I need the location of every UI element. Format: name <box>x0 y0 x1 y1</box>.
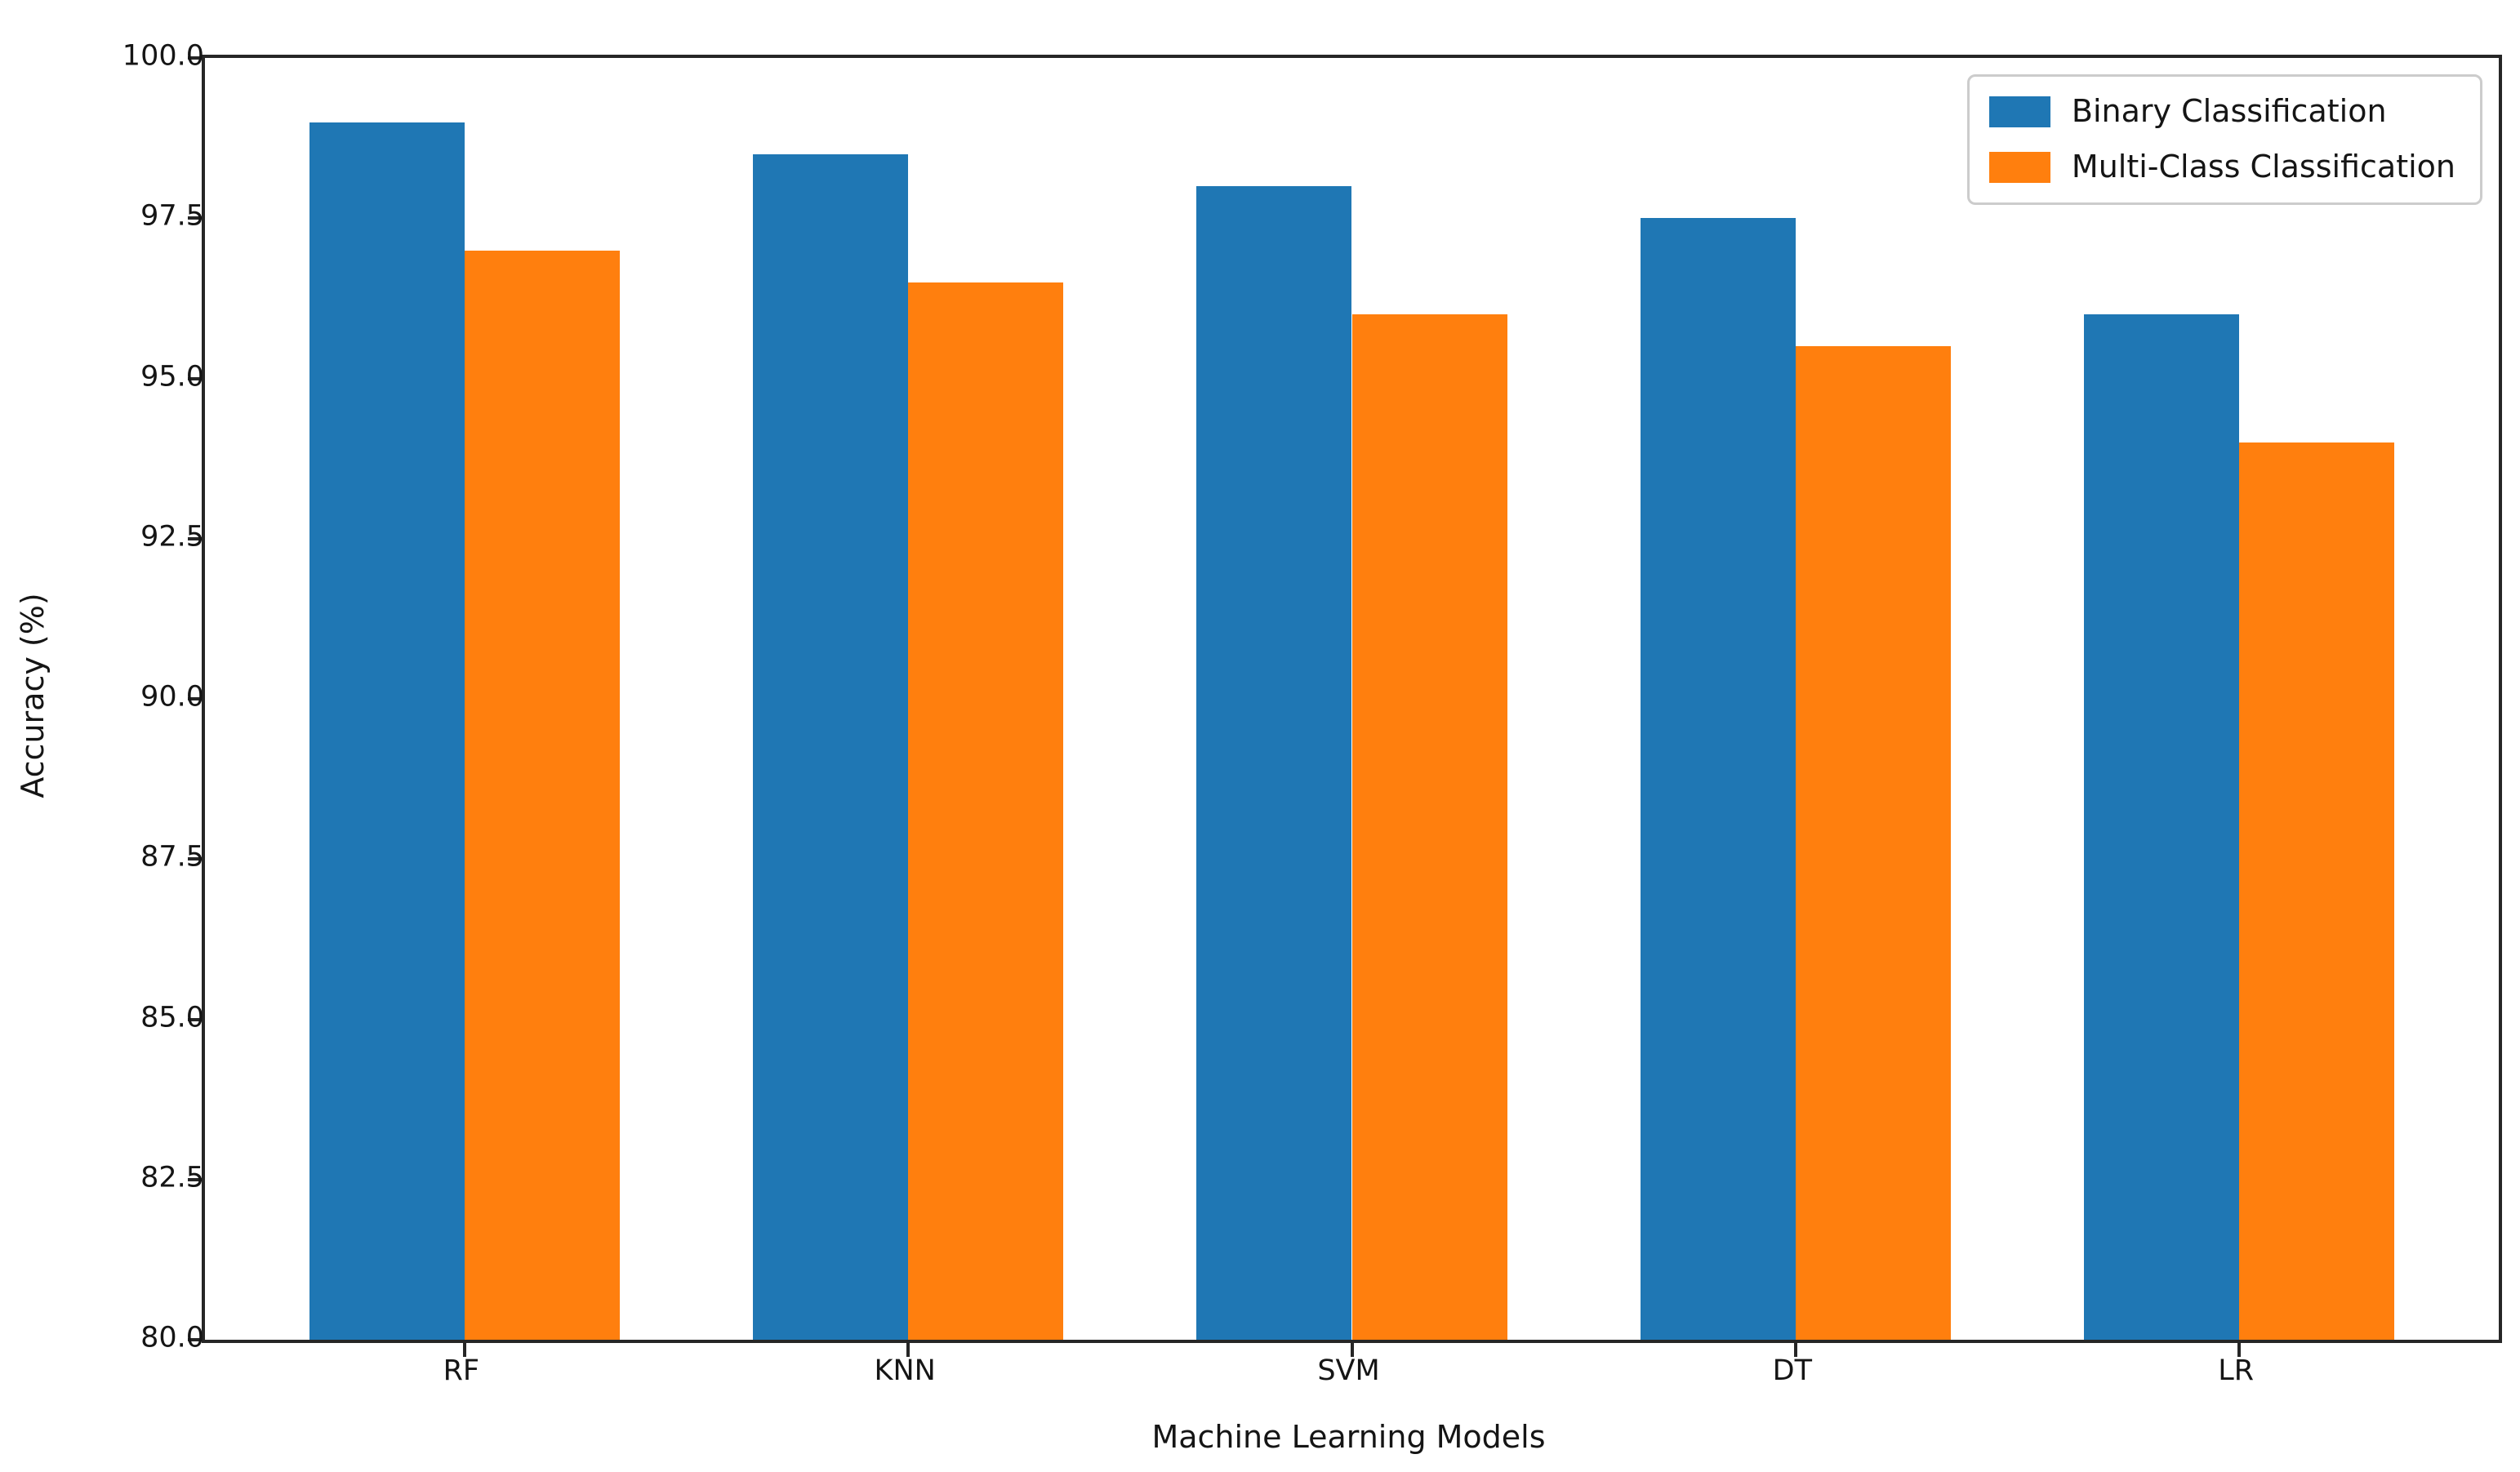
y-axis-title: Accuracy (%) <box>15 593 51 798</box>
y-tick-label-80.0: 80.0 <box>140 1321 204 1354</box>
x-tick-mark-lr <box>2237 1343 2242 1357</box>
y-tick-label-95.0: 95.0 <box>140 360 204 393</box>
y-tick-label-97.5: 97.5 <box>140 199 204 233</box>
plot-area: Binary Classification Multi-Class Classif… <box>188 55 2502 1357</box>
legend-label-binary: Binary Classification <box>2071 93 2387 129</box>
y-tick-mark-85.0 <box>188 1017 202 1021</box>
legend-row-binary: Binary Classification <box>1988 93 2455 129</box>
x-tick-mark-knn <box>906 1343 910 1357</box>
y-tick-label-82.5: 82.5 <box>140 1161 204 1194</box>
y-tick-mark-95.0 <box>188 376 202 380</box>
y-tick-mark-80.0 <box>188 1338 202 1341</box>
bar-rf-binary <box>309 122 465 1340</box>
legend-row-multiclass: Multi-Class Classification <box>1988 148 2455 185</box>
y-tick-label-100.0: 100.0 <box>122 39 204 73</box>
x-tick-label-rf: RF <box>443 1354 480 1387</box>
y-tick-mark-100.0 <box>188 56 202 60</box>
y-tick-mark-87.5 <box>188 857 202 861</box>
bar-knn-multiclass <box>908 282 1064 1340</box>
x-tick-mark-svm <box>1350 1343 1354 1357</box>
bar-svm-multiclass <box>1351 314 1507 1340</box>
legend-label-multiclass: Multi-Class Classification <box>2071 148 2455 185</box>
y-tick-mark-90.0 <box>188 697 202 700</box>
y-tick-mark-92.5 <box>188 536 202 540</box>
y-tick-mark-82.5 <box>188 1177 202 1181</box>
y-tick-mark-97.5 <box>188 216 202 220</box>
x-tick-label-knn: KNN <box>874 1354 936 1387</box>
legend: Binary Classification Multi-Class Classif… <box>1966 74 2482 205</box>
bar-rf-multiclass <box>464 250 620 1340</box>
x-tick-label-svm: SVM <box>1317 1354 1380 1387</box>
x-tick-label-lr: LR <box>2218 1354 2255 1387</box>
y-tick-label-87.5: 87.5 <box>140 840 204 874</box>
y-tick-label-85.0: 85.0 <box>140 1001 204 1034</box>
legend-swatch-multiclass <box>1988 151 2050 183</box>
x-tick-mark-dt <box>1793 1343 1797 1357</box>
y-tick-label-90.0: 90.0 <box>140 680 204 714</box>
bar-knn-binary <box>753 153 909 1340</box>
bar-dt-binary <box>1640 218 1796 1340</box>
x-tick-mark-rf <box>462 1343 466 1357</box>
bar-dt-multiclass <box>1795 346 1951 1340</box>
legend-swatch-binary <box>1988 96 2050 127</box>
x-axis-title: Machine Learning Models <box>1151 1419 1546 1455</box>
y-tick-label-92.5: 92.5 <box>140 520 204 554</box>
bar-lr-binary <box>2083 314 2240 1340</box>
x-tick-label-dt: DT <box>1772 1354 1812 1387</box>
bar-lr-multiclass <box>2239 442 2395 1340</box>
bar-svm-binary <box>1196 186 1352 1340</box>
